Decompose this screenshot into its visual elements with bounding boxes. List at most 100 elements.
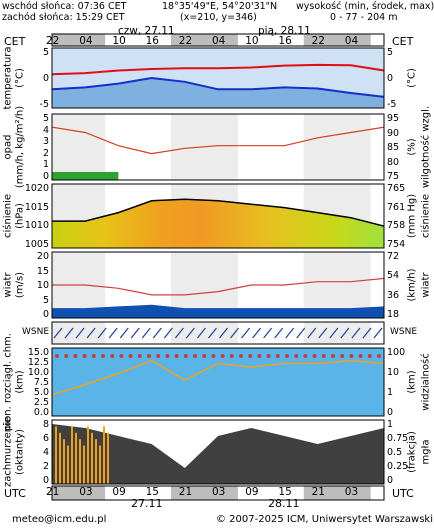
precip-tick-left: 0 [42,171,49,182]
cloud-top-dot [331,354,335,358]
night-band-wind-1 [170,252,238,318]
fog-bar [99,445,101,484]
hour-label-bottom: 21 [311,486,325,498]
night-band-wind-2 [303,252,371,318]
night-band-top-2 [303,34,371,46]
pressure-tick-left: 1015 [24,201,49,213]
humidity-tick-right: 90 [387,127,400,139]
fog-bar [75,432,77,484]
fog-bar [83,445,85,484]
cloud-top-dot [303,354,308,358]
precip-tick-left: 2 [42,147,49,159]
temp-label-left: temperatura [2,46,14,110]
fog-bar [79,439,81,484]
compass-left: WSNE [22,327,50,337]
hour-label-top: 22 [178,35,193,47]
vis-tick-left: 15.0 [27,347,49,358]
wind-arrow [252,327,262,339]
cloud-top-dot [312,354,317,358]
day2-bottom: 28.11 [268,497,300,510]
wind-tick-right: 54 [387,270,400,282]
cloud-top-dot [257,354,262,358]
footer-email[interactable]: meteo@icm.edu.pl [12,514,107,525]
pressure-tick-right: 765 [387,183,406,194]
altitude-title: wysokość (min, środek, max) [296,1,434,12]
cloud-unit-left: (oktanty) [14,429,26,475]
humidity-line [51,126,385,155]
vis-tick-left: 10.0 [27,367,49,378]
wind-arrow [219,327,228,339]
hour-label-top: 10 [245,35,259,47]
cloud-top-dot [358,354,363,358]
cloud-top-dot [266,354,271,358]
hour-label-bottom: 03 [344,486,359,498]
wind-tick-left: 5 [42,294,49,306]
cloud-top-dot [321,354,326,358]
cloud-top-dot [174,354,179,358]
hour-label-top: 22 [46,35,60,47]
day2-top: pią, 28.11 [258,25,311,37]
cloud-top-dot [64,354,69,358]
fog-tick-right: 1 [387,419,394,430]
fog-tick-right: 0.25 [387,461,409,472]
wind-label-left: wiatr [2,272,14,298]
hour-label-bottom: 21 [178,486,193,498]
vis-tick-right: 10 [387,367,400,378]
hour-label-bottom: 15 [145,486,159,498]
temp-unit-right: (°C) [406,68,418,88]
fog-bar [63,439,65,484]
cloud-top-dot [101,354,105,358]
cloud-top-dot [91,354,96,358]
precip-tick-left: 1 [42,159,49,171]
wind-arrow [307,327,317,339]
vis-unit-left: (km) [14,370,26,394]
pressure-tick-right: 758 [387,220,406,232]
panel-bg-vis [52,348,384,416]
fog-bar [71,426,73,484]
compass-right: WSNE [390,327,418,337]
cloud-top-dot [165,354,170,358]
fog-bar [87,426,89,484]
panel-frame-vis [51,347,385,417]
humidity-unit-right: (%) [406,138,418,156]
cloud-tick-left: 0 [42,475,49,486]
cloud-tick-left: 6 [42,433,49,444]
dewpoint-area [52,78,384,108]
cloud-top-dot [73,354,78,358]
precip-unit-left: (mm/h, kg/m²/h) [14,105,26,189]
cloud-label-left: zachmurzenie [2,416,14,488]
precip-tick-left: 3 [42,136,49,148]
wind-unit-right: (km/h) [406,268,418,302]
cloud-top-dot [137,354,142,358]
temp-tick-left: -5 [39,99,49,110]
wind-arrow [263,327,273,339]
cloud-top-dot [147,354,151,358]
humidity-tick-right: 85 [387,142,400,153]
wind-arrow [163,327,173,339]
vis-tick-left: 5.0 [33,387,49,398]
day1-bottom: 27.11 [131,497,163,510]
wind-arrow [174,327,184,339]
precip-tick-left: 4 [42,124,49,136]
cloud-top-dot [55,354,59,358]
tz-bottom-left: UTC [4,487,26,500]
fog-bar [91,432,93,484]
wind-unit-left: (m/s) [14,271,26,299]
night-band-bottom-0 [52,486,106,500]
cloud-top-dot [211,354,216,358]
cloud-top-dot [294,354,299,358]
night-band-dir-1 [170,322,238,344]
wind-tick-right: 18 [387,309,400,320]
pressure-tick-right: 754 [387,239,406,250]
temp-tick-right: 0 [387,73,394,84]
cloud-top-dot [377,354,381,358]
cloud-top-dot [193,354,197,358]
precip-tick-left: 5 [42,113,49,124]
wind-arrow [351,327,361,339]
hour-label-bottom: 09 [112,486,126,498]
cloud-top-dot [202,354,207,358]
cloud-top-dot [128,354,133,358]
wind-arrow [296,327,306,339]
wind-arrow [274,327,284,339]
tz-bottom-right: UTC [392,487,414,500]
